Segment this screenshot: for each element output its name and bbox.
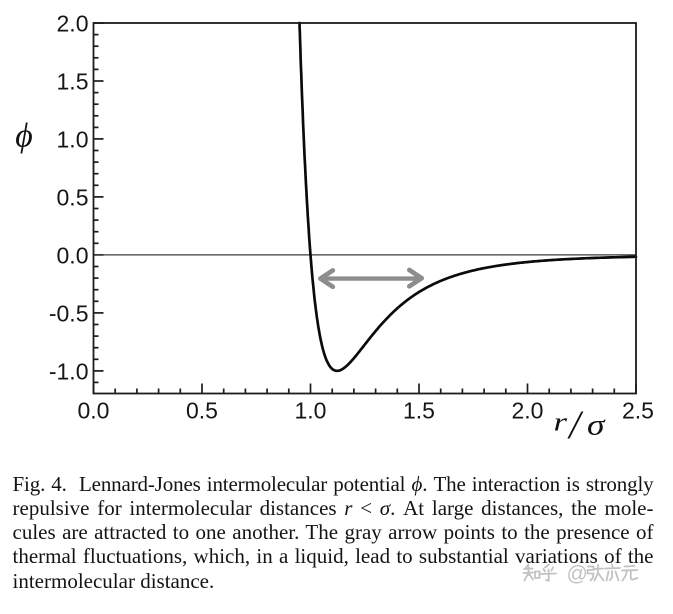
- svg-text:r: r: [554, 408, 569, 437]
- svg-text:1.5: 1.5: [403, 398, 435, 424]
- svg-text:1.5: 1.5: [57, 69, 89, 95]
- svg-text:2.0: 2.0: [57, 11, 89, 37]
- svg-text:0.0: 0.0: [78, 398, 110, 424]
- svg-text:σ: σ: [587, 409, 606, 442]
- svg-text:-0.5: -0.5: [49, 300, 89, 326]
- svg-text:0.5: 0.5: [186, 398, 218, 424]
- svg-text:/: /: [567, 402, 584, 447]
- svg-text:2.0: 2.0: [512, 398, 544, 424]
- svg-text:1.0: 1.0: [295, 398, 327, 424]
- svg-text:1.0: 1.0: [57, 126, 89, 152]
- svg-text:0.5: 0.5: [57, 184, 89, 210]
- svg-text:@: @: [567, 563, 588, 586]
- svg-text:2.5: 2.5: [622, 398, 654, 424]
- svg-text:-1.0: -1.0: [49, 358, 89, 384]
- svg-text:ϕ: ϕ: [15, 118, 33, 155]
- svg-text:0.0: 0.0: [57, 242, 89, 268]
